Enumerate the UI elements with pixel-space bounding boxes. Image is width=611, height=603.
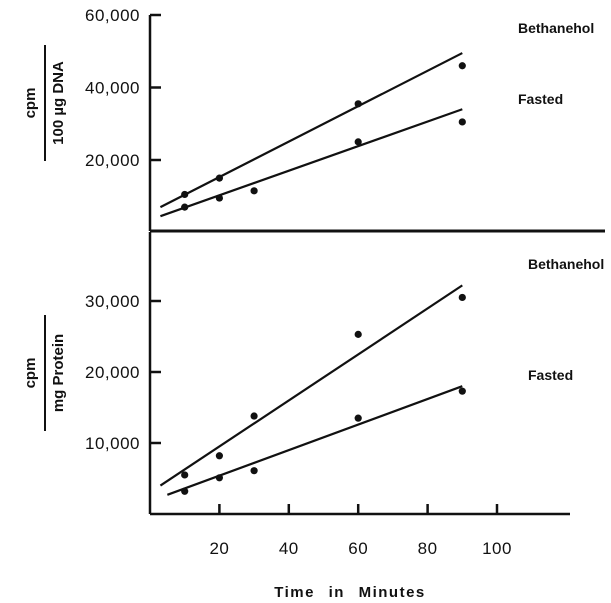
series-label-fasted: Fasted	[518, 91, 563, 107]
y-axis-label-numerator: cpm	[22, 358, 39, 389]
data-point-fasted	[458, 387, 466, 395]
y-axis-label: cpm mg Protein	[22, 315, 67, 431]
x-tick-label: 20	[209, 539, 229, 558]
x-tick-label: 100	[482, 539, 512, 558]
y-tick-label: 30,000	[85, 292, 140, 311]
y-tick-label: 40,000	[85, 79, 140, 98]
data-point-bethanehol	[181, 471, 189, 479]
top-panel: 20,000 40,000 60,000 cpm 100 µg DNA Bethaneho…	[22, 6, 594, 231]
data-point-fasted	[354, 414, 362, 422]
data-point-fasted	[250, 467, 258, 475]
data-point-bethanehol	[215, 174, 223, 182]
y-axis-label-numerator: cpm	[22, 88, 39, 119]
y-axis-label: cpm 100 µg DNA	[22, 45, 67, 161]
data-point-fasted	[181, 203, 189, 211]
data-point-fasted	[215, 194, 223, 202]
data-point-fasted	[354, 138, 362, 146]
x-tick-label: 80	[418, 539, 438, 558]
y-tick-label: 60,000	[85, 6, 140, 25]
data-point-bethanehol	[354, 100, 362, 108]
x-tick-label: 60	[348, 539, 368, 558]
fit-line-fasted	[166, 385, 463, 496]
data-point-bethanehol	[215, 452, 223, 460]
data-point-bethanehol	[181, 190, 189, 199]
data-point-bethanehol	[354, 330, 362, 338]
y-tick-label: 10,000	[85, 434, 140, 453]
y-axis-label-denominator: mg Protein	[50, 334, 67, 412]
fit-line-bethanehol	[159, 284, 463, 487]
data-point-fasted	[215, 474, 223, 482]
fit-line-fasted	[160, 108, 463, 218]
data-point-bethanehol	[458, 293, 466, 302]
data-point-bethanehol	[458, 62, 466, 70]
data-point-fasted	[458, 118, 466, 126]
y-tick-label: 20,000	[85, 363, 140, 382]
fit-line-bethanehol	[159, 52, 463, 209]
series-label-bethanehol: Bethanehol	[518, 20, 594, 36]
x-axis-label: Time in Minutes	[274, 584, 426, 601]
y-axis-label-denominator: 100 µg DNA	[50, 61, 67, 145]
data-point-fasted	[181, 487, 189, 495]
series-label-bethanehol: Bethanehol	[528, 256, 604, 272]
data-point-fasted	[250, 187, 258, 195]
data-point-bethanehol	[250, 412, 258, 420]
x-tick-label: 40	[279, 539, 299, 558]
bottom-panel: 10,000 20,000 30,000 cpm mg Protein Bethaneho…	[22, 232, 604, 601]
y-tick-label: 20,000	[85, 151, 140, 170]
series-label-fasted: Fasted	[528, 367, 573, 383]
